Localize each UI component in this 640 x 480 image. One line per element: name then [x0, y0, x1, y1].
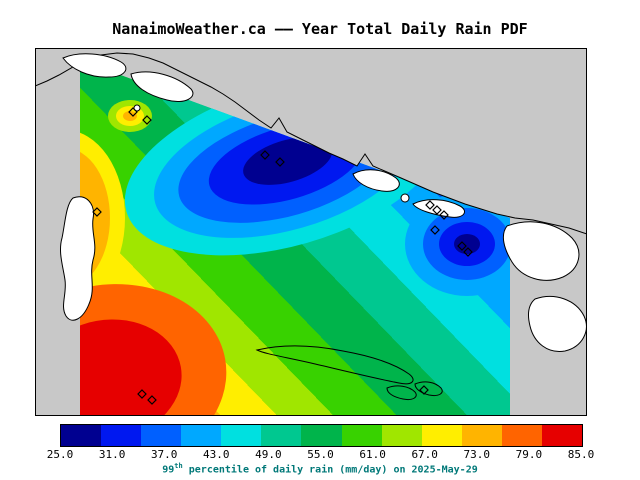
- station-marker: [457, 241, 467, 251]
- station-marker: [137, 389, 147, 399]
- station-marker: [463, 247, 473, 257]
- station-marker: [430, 225, 440, 235]
- island: [400, 193, 410, 203]
- station-marker: [419, 385, 429, 395]
- colorbar-cell: [141, 425, 182, 446]
- station-marker: [439, 210, 449, 220]
- colorbar: [60, 424, 583, 447]
- colorbar-cell: [421, 425, 462, 446]
- island-outline: [255, 345, 414, 385]
- station-marker: [425, 200, 435, 210]
- station-marker: [147, 395, 157, 405]
- colorbar-tick-label: 55.0: [307, 448, 334, 461]
- colorbar-tick-label: 43.0: [203, 448, 230, 461]
- station-markers: [92, 107, 473, 405]
- island: [527, 295, 587, 352]
- caption-prefix: 99: [162, 464, 175, 476]
- island: [60, 196, 96, 321]
- colorbar-tick-label: 31.0: [98, 448, 126, 461]
- colorbar-cell: [381, 425, 422, 446]
- colorbar-cell: [501, 425, 542, 446]
- colorbar-tick-label: 79.0: [515, 448, 543, 461]
- rain-field: [80, 60, 510, 416]
- coastline: [34, 52, 588, 235]
- colorbar-ticks: 25.0 31.0 37.0 43.0 49.0 55.0 61.0 67.0 73.0 79.0…: [47, 448, 595, 461]
- colorbar-tick-label: 61.0: [359, 448, 386, 461]
- colorbar-tick-label: 25.0: [46, 448, 74, 461]
- page-title: NanaimoWeather.ca —— Year Total Daily Ra…: [112, 20, 528, 38]
- station-marker: [275, 157, 285, 167]
- colorbar-tick-label: 85.0: [567, 448, 595, 461]
- island: [133, 104, 141, 112]
- island-outline: [414, 381, 443, 396]
- island: [62, 53, 127, 78]
- station-marker: [432, 205, 442, 215]
- colorbar-tick-label: 49.0: [255, 448, 282, 461]
- colorbar-cell: [181, 425, 222, 446]
- island: [502, 221, 580, 281]
- station-marker: [92, 207, 102, 217]
- island: [352, 169, 400, 192]
- caption-rest: percentile of daily rain (mm/day) on 202…: [182, 464, 478, 476]
- warm-ring-upper-left: [108, 100, 152, 132]
- colorbar-cell: [221, 425, 262, 446]
- station-marker: [128, 107, 138, 117]
- colorbar-cell: [61, 425, 102, 446]
- station-marker: [142, 115, 152, 125]
- colorbar-cell: [261, 425, 302, 446]
- rain-maximum-blob: [80, 284, 227, 416]
- rain-secondary-minimum-blob: [405, 192, 510, 296]
- colorbar-tick-label: 73.0: [463, 448, 491, 461]
- map-area: [34, 48, 588, 416]
- colorbar-cell: [301, 425, 342, 446]
- colorbar-cell: [541, 425, 583, 446]
- map-frame: [35, 48, 587, 416]
- outline-islands: [255, 345, 443, 400]
- colorbar-cell: [461, 425, 502, 446]
- colorbar-cell: [101, 425, 142, 446]
- colorbar-tick-label: 37.0: [150, 448, 178, 461]
- land-mask: [35, 48, 587, 234]
- caption-superscript: th: [174, 462, 183, 470]
- island: [130, 71, 194, 103]
- rain-contour-map: [34, 48, 588, 416]
- colorbar-caption: 99th percentile of daily rain (mm/day) o…: [0, 462, 640, 475]
- island-outline: [386, 385, 417, 400]
- colorbar-tick-label: 67.0: [411, 448, 438, 461]
- station-marker: [260, 150, 270, 160]
- colorbar-cell: [341, 425, 382, 446]
- islands: [60, 53, 587, 352]
